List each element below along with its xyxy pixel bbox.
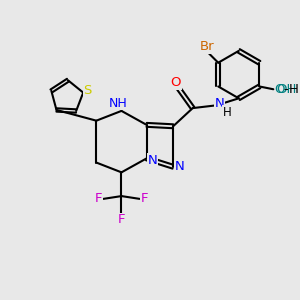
Text: O: O (275, 83, 285, 96)
Text: NH: NH (109, 97, 128, 110)
Text: N: N (214, 98, 224, 110)
Text: O: O (171, 76, 181, 89)
Text: N: N (174, 160, 184, 173)
Text: -: - (283, 83, 288, 96)
Text: Br: Br (200, 40, 214, 53)
Text: F: F (118, 213, 125, 226)
Text: OH: OH (277, 83, 297, 96)
Text: N: N (148, 154, 158, 167)
Text: H: H (289, 83, 298, 96)
Text: F: F (141, 192, 148, 206)
Text: F: F (94, 192, 102, 206)
Text: H: H (223, 106, 231, 119)
Text: S: S (83, 84, 92, 97)
